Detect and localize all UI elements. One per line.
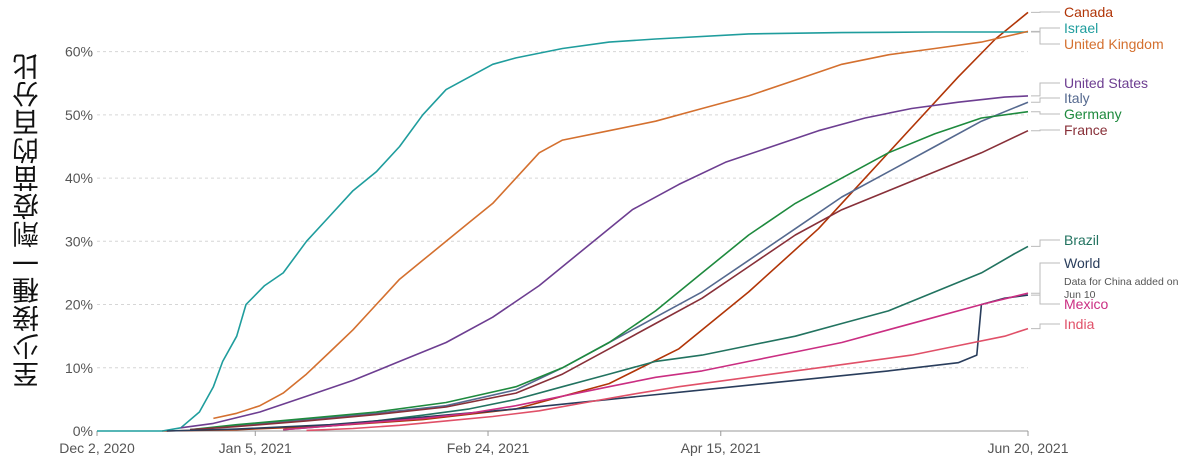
legend-label-israel: Israel bbox=[1064, 20, 1098, 36]
legend-connector bbox=[1031, 292, 1060, 305]
legend-connector bbox=[1031, 30, 1060, 45]
legend-label-india: India bbox=[1064, 316, 1095, 332]
legend-label-france: France bbox=[1064, 122, 1108, 138]
x-tick-label: Jun 20, 2021 bbox=[988, 440, 1069, 456]
series-line-india bbox=[306, 327, 1029, 432]
gridlines bbox=[97, 51, 1028, 369]
series-line-germany bbox=[190, 110, 1029, 431]
legend-connector bbox=[1031, 27, 1060, 33]
y-tick-label: 0% bbox=[73, 423, 93, 439]
legend-label-italy: Italy bbox=[1064, 90, 1090, 106]
legend-label-canada: Canada bbox=[1064, 4, 1113, 20]
legend-label-mexico: Mexico bbox=[1064, 296, 1109, 312]
annotation-text: Jun 10 bbox=[1064, 289, 1096, 301]
legend-connector bbox=[1031, 239, 1060, 247]
y-tick-label: 50% bbox=[65, 107, 93, 123]
legend-connector bbox=[1031, 111, 1060, 115]
y-tick-label: 10% bbox=[65, 360, 93, 376]
y-axis-label: 至少接種一劑疫苗的百分比 bbox=[12, 52, 44, 388]
legend-connector bbox=[1031, 323, 1060, 330]
annotation-text: Data for China added on bbox=[1064, 276, 1179, 288]
y-tick-label: 30% bbox=[65, 233, 93, 249]
series-line-united-kingdom bbox=[213, 30, 1029, 420]
legend-connector bbox=[1031, 97, 1060, 103]
y-axis-label-wrapper: 至少接種一劑疫苗的百分比 bbox=[8, 52, 48, 388]
series-line-israel bbox=[97, 31, 1028, 432]
series-line-united-states bbox=[180, 95, 1029, 429]
legend-label-united-kingdom: United Kingdom bbox=[1064, 36, 1164, 52]
y-tick-label: 20% bbox=[65, 297, 93, 313]
legend-label-brazil: Brazil bbox=[1064, 232, 1099, 248]
series-line-france bbox=[190, 129, 1029, 431]
legend-label-world: World bbox=[1064, 255, 1100, 271]
legend-connector bbox=[1031, 82, 1060, 97]
series-line-mexico bbox=[283, 292, 1029, 431]
x-tick-label: Jan 5, 2021 bbox=[219, 440, 292, 456]
series-line-brazil bbox=[283, 245, 1029, 431]
y-tick-label: 60% bbox=[65, 44, 93, 60]
x-tick-label: Feb 24, 2021 bbox=[447, 440, 530, 456]
series-line-world bbox=[166, 294, 1029, 432]
legend-connector bbox=[1031, 262, 1060, 296]
axes: 0% 10% 20% 30% 40% 50% 60% Dec 2, 2020 Jan 5, 20… bbox=[59, 44, 1068, 456]
x-tick-label: Dec 2, 2020 bbox=[59, 440, 135, 456]
x-tick-label: Apr 15, 2021 bbox=[681, 440, 761, 456]
legend-label-germany: Germany bbox=[1064, 106, 1122, 122]
legend-label-united-states: United States bbox=[1064, 75, 1148, 91]
series-line-italy bbox=[190, 101, 1029, 431]
series-lines bbox=[97, 11, 1029, 432]
legend-connector bbox=[1031, 129, 1060, 132]
y-tick-label: 40% bbox=[65, 170, 93, 186]
